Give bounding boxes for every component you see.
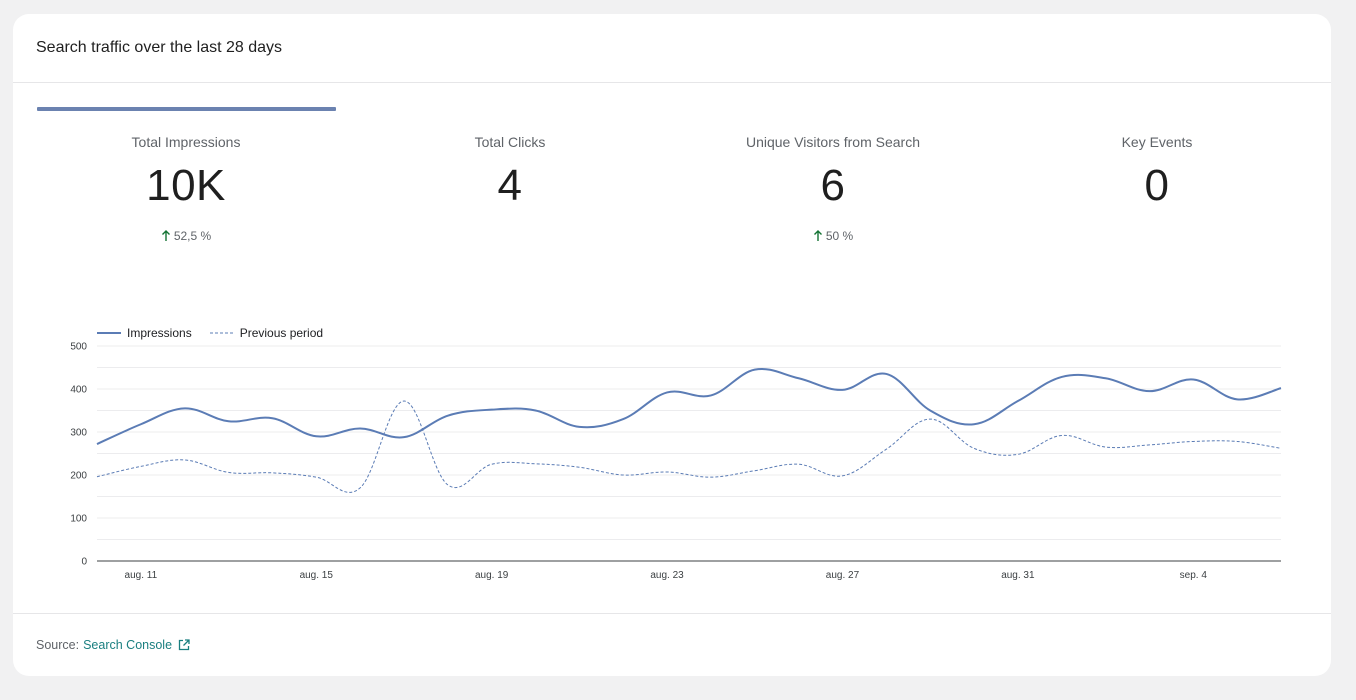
y-tick-label: 300 [70, 428, 87, 439]
metric-change: 50 % [683, 228, 983, 244]
y-tick-label: 400 [70, 385, 87, 396]
x-tick-label: aug. 15 [300, 570, 334, 581]
x-tick-label: aug. 23 [650, 570, 684, 581]
metric-label: Key Events [1121, 134, 1193, 150]
metric-change-value: 50 % [825, 229, 854, 243]
legend-item-previous-period[interactable]: Previous period [209, 326, 324, 340]
source-prefix: Source: [36, 638, 80, 652]
x-tick-label: aug. 19 [475, 570, 509, 581]
y-tick-label: 500 [70, 342, 87, 353]
card-title: Search traffic over the last 28 days [13, 14, 1331, 83]
impressions-line [96, 367, 1282, 445]
x-tick-label: aug. 31 [1001, 570, 1035, 581]
chart-legend: Impressions Previous period [97, 326, 323, 340]
previous-period-line [96, 400, 1282, 493]
external-link-icon [178, 639, 190, 651]
legend-dashed-line-icon [209, 332, 234, 334]
y-tick-label: 100 [70, 514, 87, 525]
metric-value: 6 [820, 161, 846, 210]
metric-tab-impressions[interactable]: Total Impressions 10K 52,5 % [36, 132, 336, 244]
metric-value: 4 [497, 161, 523, 210]
source-link-label: Search Console [83, 638, 173, 652]
metric-value: 0 [1144, 161, 1170, 210]
legend-solid-line-icon [97, 332, 121, 334]
metric-tab-unique-visitors[interactable]: Unique Visitors from Search 6 50 % [683, 132, 983, 244]
metric-label: Total Clicks [474, 134, 546, 150]
search-traffic-card: Search traffic over the last 28 days Tot… [13, 14, 1331, 676]
legend-label: Previous period [239, 326, 324, 340]
metric-label: Unique Visitors from Search [745, 134, 921, 150]
card-footer: Source: Search Console [13, 613, 1331, 676]
metric-change: 52,5 % [36, 228, 336, 244]
legend-label: Impressions [127, 326, 192, 340]
metric-tab-clicks[interactable]: Total Clicks 4 [360, 132, 660, 212]
y-tick-label: 0 [81, 557, 87, 568]
y-tick-label: 200 [70, 471, 87, 482]
x-tick-label: sep. 4 [1180, 570, 1208, 581]
arrow-up-icon [813, 230, 822, 241]
search-console-link[interactable]: Search Console [83, 638, 190, 652]
arrow-up-icon [161, 230, 170, 241]
selected-metric-indicator [37, 107, 336, 111]
impressions-line-chart: 0 100 200 300 400 500 aug. 11 aug. 15 aug. 19 aug… [70, 342, 1282, 581]
metrics-row: Total Impressions 10K 52,5 % Total Click… [13, 132, 1331, 252]
legend-item-impressions[interactable]: Impressions [97, 326, 192, 340]
metric-tab-key-events[interactable]: Key Events 0 [1007, 132, 1307, 212]
metric-change-value: 52,5 % [173, 229, 212, 243]
x-tick-label: aug. 27 [826, 570, 860, 581]
metric-label: Total Impressions [131, 134, 241, 150]
metric-value: 10K [146, 161, 226, 210]
x-tick-label: aug. 11 [125, 570, 158, 581]
